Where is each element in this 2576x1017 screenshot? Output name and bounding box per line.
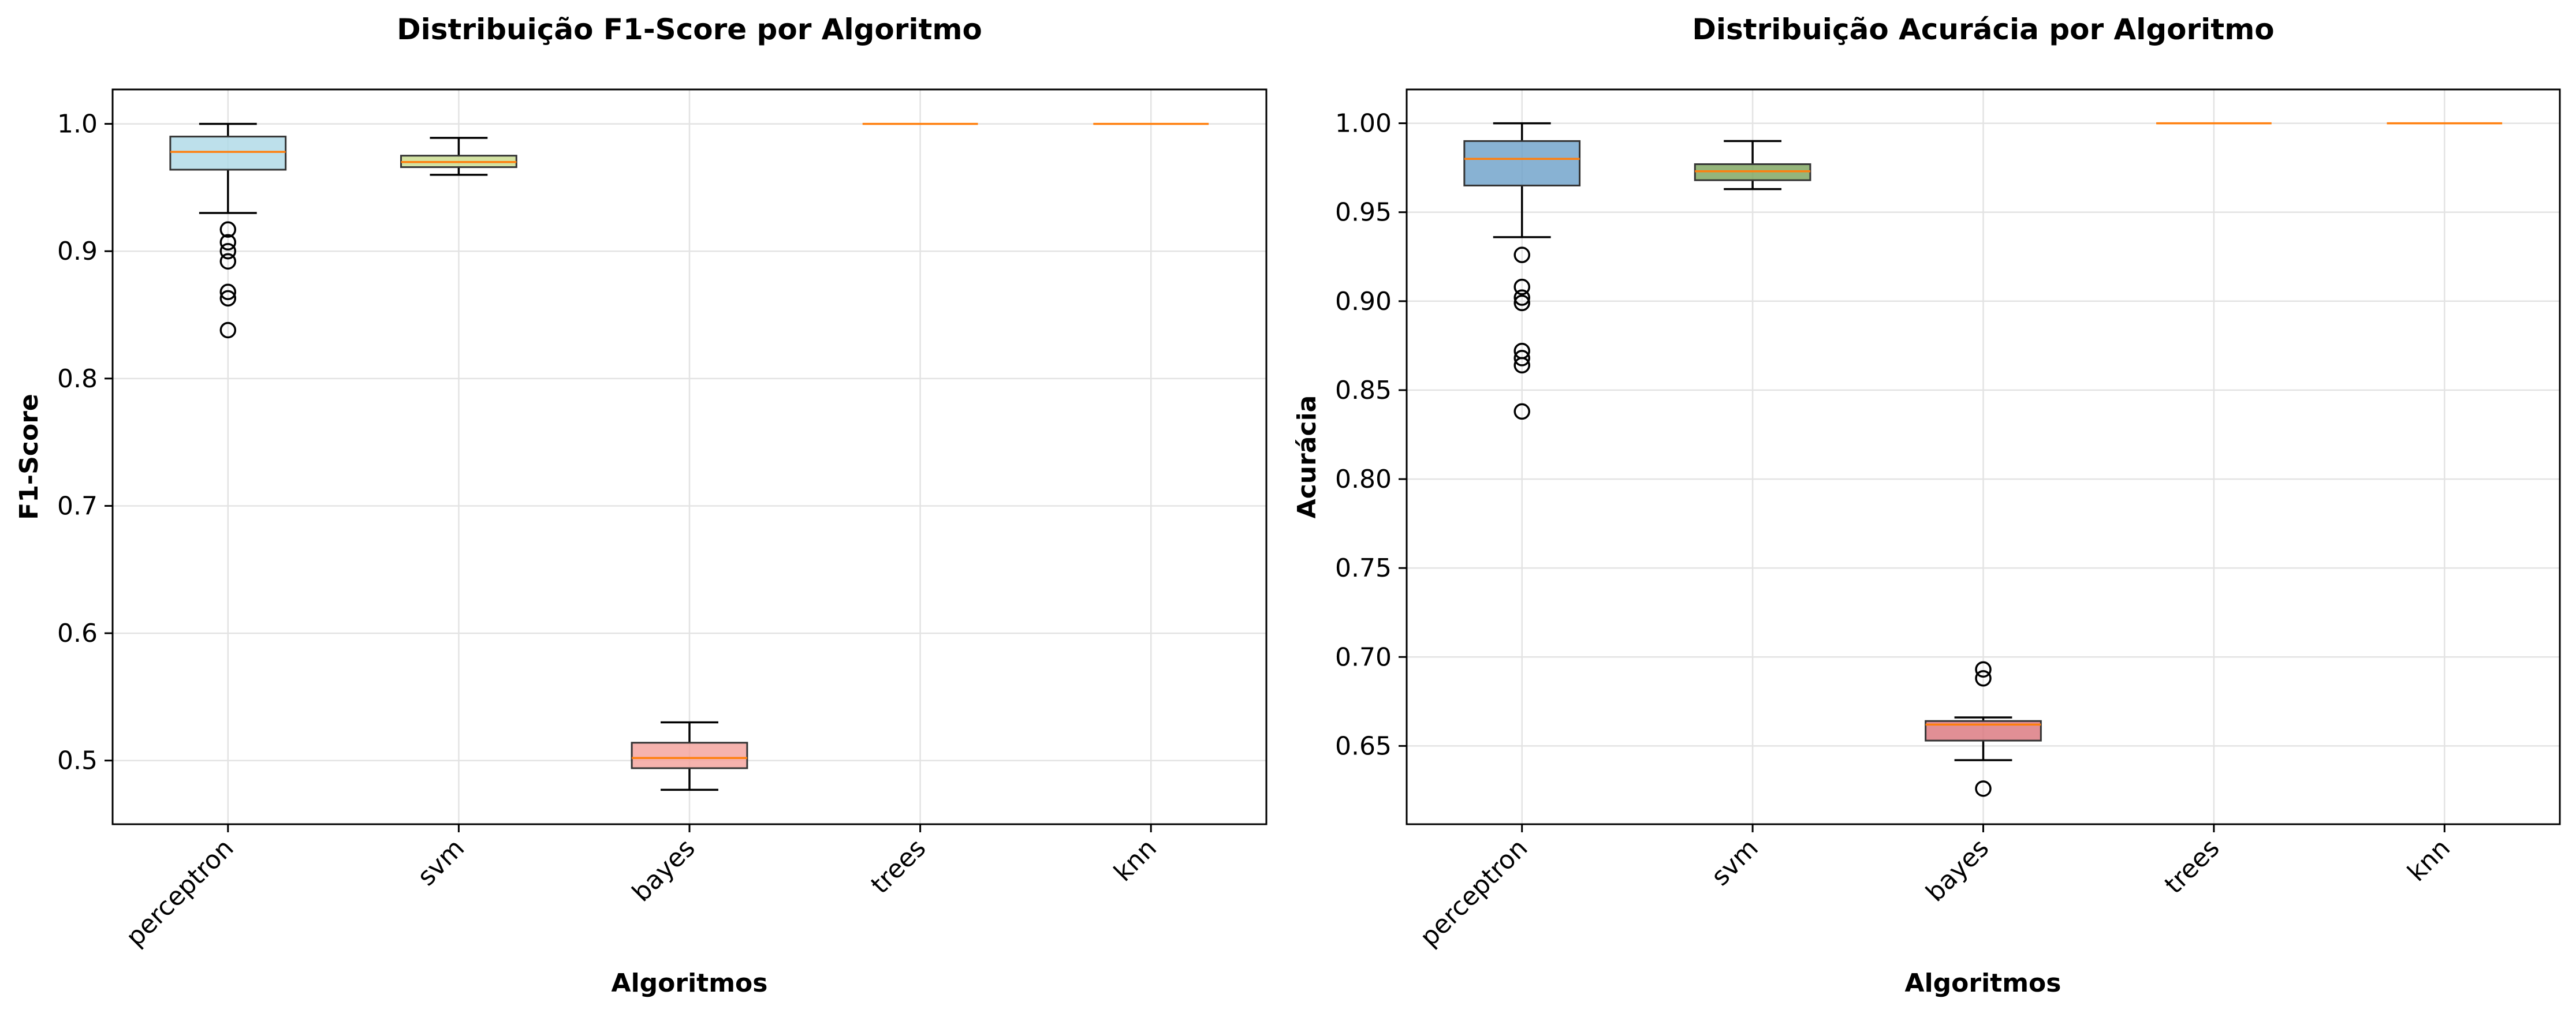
outlier-point [1975, 661, 1992, 678]
box-body [169, 136, 287, 171]
y-tick-label: 0.80 [1335, 465, 1392, 494]
box-bayes [1925, 661, 2042, 797]
y-tick-label: 0.70 [1335, 642, 1392, 672]
y-tick-label: 0.7 [57, 491, 98, 521]
box-body [631, 742, 748, 769]
y-tick-label: 0.75 [1335, 554, 1392, 583]
outlier-point [1513, 403, 1530, 420]
box-body [1463, 140, 1581, 186]
box-svm [1694, 140, 1811, 190]
chart-title: Distribuição Acurácia por Algoritmo [1692, 13, 2274, 46]
chart-title: Distribuição F1-Score por Algoritmo [397, 13, 982, 46]
box-perceptron [1463, 122, 1581, 420]
outlier-point [1513, 246, 1530, 263]
outlier-point [1513, 357, 1530, 374]
y-tick-label: 0.9 [57, 237, 98, 266]
outlier-point [1513, 278, 1530, 296]
outlier-point [1975, 780, 1992, 797]
outlier-point [219, 242, 237, 260]
y-tick-label: 0.5 [57, 746, 98, 776]
y-tick-label: 0.90 [1335, 287, 1392, 316]
y-axis-label: F1-Score [14, 394, 44, 519]
y-tick-label: 0.6 [57, 619, 98, 648]
outlier-point [219, 221, 237, 238]
outlier-point [1513, 289, 1530, 306]
box-bayes [631, 721, 748, 791]
outlier-point [219, 321, 237, 339]
outlier-point [219, 253, 237, 270]
outlier-point [1975, 670, 1992, 687]
y-tick-label: 1.00 [1335, 109, 1392, 139]
box-perceptron [169, 122, 287, 339]
x-axis-label: Algoritmos [612, 969, 768, 998]
y-tick-label: 0.85 [1335, 376, 1392, 405]
x-axis-label: Algoritmos [1905, 969, 2061, 998]
outlier-point [1513, 350, 1530, 367]
y-tick-label: 0.95 [1335, 198, 1392, 227]
y-tick-label: 1.0 [57, 110, 98, 139]
outlier-point [1513, 294, 1530, 312]
outlier-point [219, 290, 237, 307]
y-tick-label: 0.8 [57, 364, 98, 394]
outlier-point [219, 234, 237, 250]
y-tick-label: 0.65 [1335, 731, 1392, 761]
box-svm [400, 137, 517, 176]
y-axis-label: Acurácia [1292, 395, 1322, 519]
outlier-point [219, 283, 237, 301]
